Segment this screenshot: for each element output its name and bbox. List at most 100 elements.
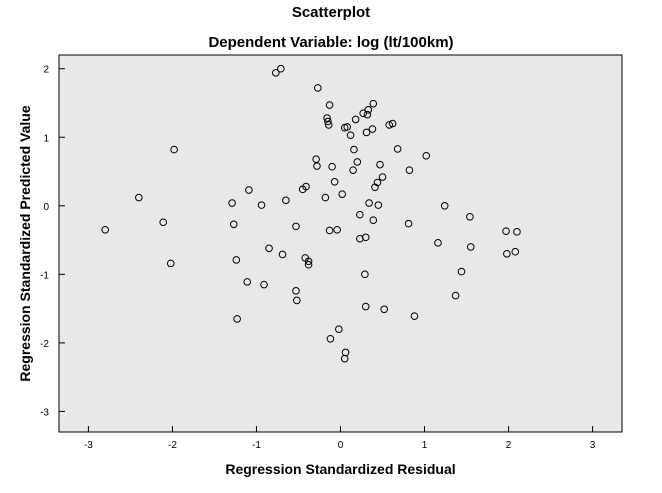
y-tick-label: 2 (43, 65, 49, 76)
x-tick-label: 1 (422, 440, 428, 451)
axes: -3 -2 -1 0 1 2 3 2 1 0 -1 -2 -3 (40, 65, 596, 451)
chart-title: Scatterplot (291, 4, 371, 21)
scatter-point (328, 162, 336, 171)
scatter-point (293, 296, 301, 305)
scatter-point (405, 166, 414, 174)
scatter-point (340, 354, 349, 363)
scatter-point (359, 109, 367, 118)
y-tick-label: -3 (40, 407, 49, 418)
scatter-point (451, 291, 460, 300)
scatter-point (363, 110, 372, 119)
scatter-point (388, 119, 397, 128)
scatter-point (368, 125, 377, 133)
scatter-point (265, 244, 273, 253)
scatter-point (353, 158, 362, 166)
scatter-point (302, 182, 310, 191)
scatter-point (304, 257, 313, 266)
scatter-point (511, 247, 520, 256)
x-tick-label: 3 (590, 440, 596, 451)
scatter-point (385, 121, 394, 129)
scatter-point (502, 227, 510, 235)
y-tick-label: -2 (40, 339, 49, 350)
scatter-point (333, 225, 341, 234)
scatter-point (324, 121, 333, 129)
scatter-point (378, 173, 387, 181)
scatter-point (278, 250, 287, 259)
x-axis-label: Regression Standardized Residual (225, 461, 455, 477)
scatter-point (364, 106, 373, 114)
chart-subtitle: Dependent Variable: log (lt/100km) (208, 34, 454, 51)
plot-area (58, 54, 623, 433)
x-tick-label: -3 (84, 440, 93, 451)
scatter-point (376, 160, 384, 169)
scatter-point (335, 325, 343, 333)
scatter-point (343, 123, 352, 131)
scatter-point (410, 312, 419, 320)
scatter-point (232, 256, 241, 264)
scatter-point (170, 145, 178, 154)
scatter-point (349, 166, 357, 174)
x-tick-label: 0 (338, 440, 344, 451)
scatter-point (440, 202, 449, 210)
scatter-point (292, 222, 300, 231)
scatter-point (166, 259, 175, 268)
scatter-point (325, 226, 334, 235)
scatter-point (257, 201, 266, 209)
scatter-point (393, 145, 402, 153)
scatter-point (245, 186, 253, 194)
scatter-point (361, 270, 369, 279)
y-tick-label: 0 (43, 202, 49, 213)
scatter-point (365, 199, 373, 207)
scatter-point (369, 99, 378, 108)
y-tick-label: -1 (40, 270, 49, 281)
scatter-point (351, 115, 360, 124)
scatter-point (321, 193, 330, 202)
scatter-point (361, 302, 370, 311)
scatter-point (229, 220, 238, 229)
scatter-point (346, 131, 355, 139)
scatter-point (323, 114, 331, 122)
scatter-point (371, 183, 379, 192)
scatter-point (369, 216, 378, 224)
scatter-point (457, 267, 466, 276)
x-tick-label: 2 (506, 440, 512, 451)
scatter-point (404, 219, 413, 228)
scatter-point (243, 278, 252, 286)
scatter-point (330, 178, 339, 186)
scatter-point (260, 280, 268, 289)
scatter-point (422, 151, 431, 160)
scatter-point (159, 218, 167, 227)
scatter-point (228, 199, 236, 207)
scatter-point (314, 84, 322, 92)
scatter-point (324, 117, 332, 126)
scatter-point (277, 64, 285, 73)
scatter-point (282, 196, 290, 205)
x-tick-label: -2 (168, 440, 177, 451)
scatter-point (326, 334, 335, 343)
scatter-point (434, 239, 442, 247)
scatter-point (361, 233, 370, 242)
scatter-point (271, 69, 280, 77)
y-axis-label: Regression Standardized Predicted Value (17, 105, 33, 381)
scatter-point (466, 243, 475, 251)
scatter-point (362, 128, 371, 137)
scatter-point (466, 212, 474, 221)
scatter-point (292, 286, 300, 295)
scatter-point (304, 260, 313, 269)
data-points (101, 64, 521, 363)
scatter-point (135, 193, 143, 202)
scatter-point (374, 201, 383, 209)
scatter-point (380, 305, 388, 314)
x-tick-label: -1 (252, 440, 261, 451)
scatter-point (356, 210, 364, 219)
scatter-point (233, 315, 241, 323)
scatter-point (513, 228, 521, 236)
scatter-point (503, 249, 511, 258)
scatter-point (101, 225, 110, 234)
scatter-point (325, 101, 334, 109)
scatter-point (350, 145, 358, 154)
scatter-point (338, 190, 346, 198)
scatter-point (313, 162, 321, 170)
y-tick-label: 1 (43, 133, 49, 144)
